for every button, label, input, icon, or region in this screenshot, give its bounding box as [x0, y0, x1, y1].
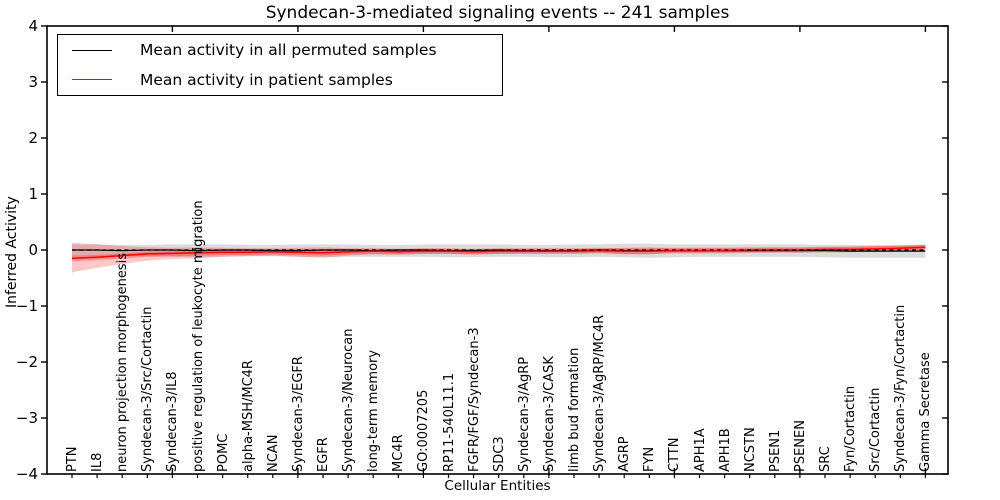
- x-category-label: PTN: [65, 446, 80, 472]
- x-category-label: CTTN: [667, 437, 683, 472]
- x-category-label: PSENEN: [792, 420, 808, 472]
- legend-label-permuted: Mean activity in all permuted samples: [140, 41, 437, 60]
- x-category-label: FYN: [642, 446, 658, 472]
- x-category-label: neuron projection morphogenesis: [115, 253, 131, 472]
- x-category-label: APH1A: [692, 428, 708, 472]
- legend-item-patient: Mean activity in patient samples: [58, 66, 502, 94]
- x-category-label: Syndecan-3/AgRP/MC4R: [592, 314, 608, 472]
- x-category-label: Syndecan-3/CASK: [541, 356, 557, 472]
- x-category-label: alpha-MSH/MC4R: [240, 360, 256, 472]
- x-category-label: POMC: [215, 433, 231, 472]
- legend-item-permuted: Mean activity in all permuted samples: [58, 36, 502, 64]
- x-category-label: Syndecan-3/EGFR: [290, 356, 306, 472]
- band-patient-samples-range-inner: [72, 244, 926, 262]
- x-category-label: Syndecan-3/Neurocan: [341, 328, 357, 472]
- x-category-label: EGFR: [316, 437, 331, 472]
- x-category-label: GO:0007205: [416, 389, 432, 472]
- x-axis-label: Cellular Entities: [444, 478, 551, 494]
- x-category-label: SDC3: [491, 436, 507, 472]
- series-line-patient: [71, 246, 926, 260]
- x-category-label: Syndecan-3/IL8: [165, 371, 181, 472]
- x-category-label: positive regulation of leukocyte migrati…: [190, 200, 206, 472]
- y-tick-label: 3: [28, 73, 38, 91]
- x-category-label: Syndecan-3/Fyn/Cortactin: [893, 304, 909, 472]
- x-category-label: SRC: [818, 446, 833, 472]
- y-tick-label: −1: [15, 297, 38, 315]
- y-tick-label: 4: [28, 17, 38, 35]
- x-category-label: PSEN1: [767, 429, 783, 472]
- legend-line-sample-permuted-icon: [72, 49, 112, 51]
- legend-label-patient: Mean activity in patient samples: [140, 70, 393, 89]
- x-category-label: FGFR/FGF/Syndecan-3: [466, 327, 482, 472]
- y-tick-label: −4: [15, 465, 38, 483]
- x-category-label: NCSTN: [742, 427, 758, 472]
- x-category-label: Syndecan-3/AgRP: [516, 356, 532, 472]
- x-category-label: limb bud formation: [567, 347, 582, 472]
- x-category-label: Syndecan-3/Src/Cortactin: [140, 306, 156, 472]
- x-category-label: Src/Cortactin: [868, 387, 884, 472]
- x-category-label: AGRP: [617, 436, 633, 472]
- x-category-label: APH1B: [717, 428, 733, 472]
- x-category-label: MC4R: [391, 434, 407, 472]
- y-tick-label: 1: [28, 185, 38, 203]
- y-tick-label: −3: [15, 409, 38, 427]
- y-tick-label: 2: [28, 129, 38, 147]
- legend: Mean activity in all permuted samples Me…: [57, 34, 503, 96]
- y-tick-label: 0: [28, 241, 38, 259]
- x-category-label: long-term memory: [366, 349, 382, 472]
- legend-line-sample-patient-icon: [72, 79, 112, 81]
- x-category-label: Fyn/Cortactin: [843, 385, 859, 472]
- chart-title: Syndecan-3-mediated signaling events -- …: [265, 3, 730, 23]
- x-category-label: Gamma Secretase: [918, 352, 934, 472]
- y-tick-label: −2: [15, 353, 38, 371]
- x-category-label: IL8: [90, 452, 106, 472]
- x-category-label: RP11-540L11.1: [441, 372, 457, 472]
- x-category-label: NCAN: [265, 434, 281, 472]
